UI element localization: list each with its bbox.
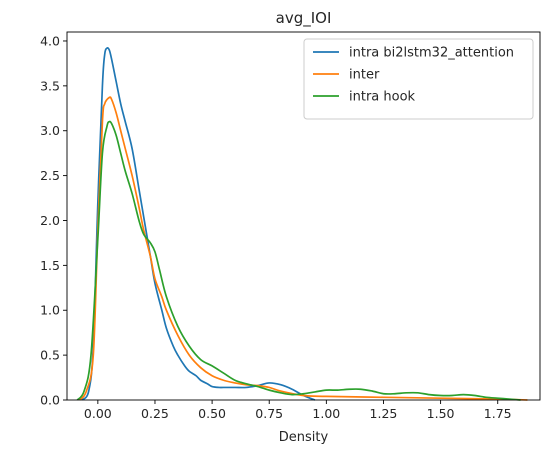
plot-frame: [66, 31, 541, 401]
x-tick-label: 0.50: [198, 406, 226, 421]
x-axis-title: Density: [279, 430, 329, 445]
y-tick-label: 3.5: [40, 78, 60, 93]
y-tick-label: 1.0: [40, 303, 60, 318]
x-tick-label: 1.00: [312, 406, 340, 421]
x-tick-label: 1.75: [484, 406, 512, 421]
legend-label: inter: [349, 68, 380, 83]
legend-label: intra bi2lstm32_attention: [349, 46, 514, 61]
y-tick-label: 2.5: [40, 168, 60, 183]
x-tick-label: 0.00: [84, 406, 112, 421]
x-tick-label: 0.75: [255, 406, 283, 421]
x-tick-label: 0.25: [141, 406, 169, 421]
chart-title: avg_IOI: [276, 9, 332, 28]
x-tick-label: 1.50: [427, 406, 455, 421]
y-tick-label: 4.0: [40, 33, 60, 48]
series-line-1: [78, 96, 528, 401]
series-lines: [76, 47, 528, 401]
y-tick-label: 3.0: [40, 123, 60, 138]
series-line-2: [76, 120, 521, 401]
legend-box: [303, 38, 534, 120]
y-tick-label: 0.5: [40, 348, 60, 363]
y-tick-label: 2.0: [40, 213, 60, 228]
x-axis: 0.00 0.25 0.50 0.75 1.00 1.25 1.50 1.75: [84, 400, 512, 421]
y-tick-label: 1.5: [40, 258, 60, 273]
y-axis: 0.0 0.5 1.0 1.5 2.0 2.5 3.0 3.5 4.0: [40, 33, 67, 408]
y-tick-label: 0.0: [40, 393, 60, 408]
legend-label: intra hook: [349, 90, 416, 105]
x-tick-label: 1.25: [370, 406, 398, 421]
series-line-0: [81, 47, 316, 401]
